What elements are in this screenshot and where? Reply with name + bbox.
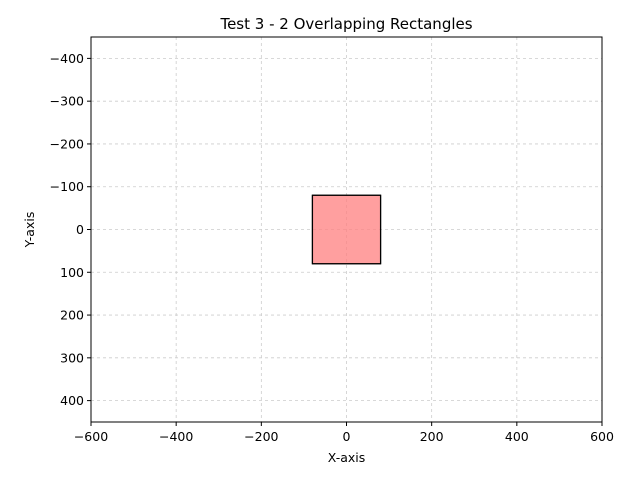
x-tick-label: 200 <box>420 429 444 444</box>
x-tick-label: 400 <box>505 429 529 444</box>
y-axis-ticks: −400 −300 −200 −100 0 100 200 300 400 <box>50 51 91 408</box>
y-tick-label: 300 <box>60 350 84 365</box>
y-tick-label: 0 <box>76 222 84 237</box>
y-tick-label: −400 <box>50 51 84 66</box>
x-axis-ticks: −600 −400 −200 0 200 400 600 <box>74 422 614 444</box>
rectangle <box>311 194 382 265</box>
x-tick-label: −200 <box>244 429 278 444</box>
y-tick-label: 400 <box>60 393 84 408</box>
rectangles-layer <box>311 194 382 265</box>
y-tick-label: −200 <box>50 136 84 151</box>
y-tick-label: 200 <box>60 308 84 323</box>
x-axis-label: X-axis <box>328 450 366 465</box>
x-tick-label: −400 <box>159 429 193 444</box>
chart-title: Test 3 - 2 Overlapping Rectangles <box>219 15 472 33</box>
x-tick-label: 600 <box>590 429 614 444</box>
y-tick-label: −100 <box>50 179 84 194</box>
x-tick-label: 0 <box>343 429 351 444</box>
x-tick-label: −600 <box>74 429 108 444</box>
y-tick-label: 100 <box>60 265 84 280</box>
y-axis-label: Y-axis <box>22 212 37 249</box>
y-tick-label: −300 <box>50 94 84 109</box>
